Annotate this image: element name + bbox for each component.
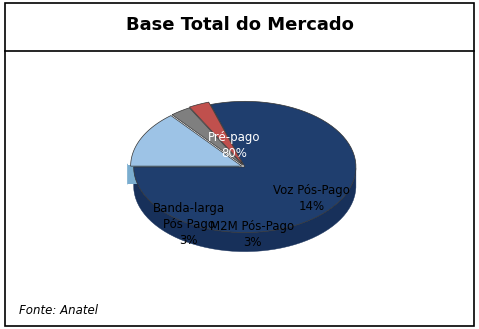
Polygon shape [134,167,245,186]
Polygon shape [190,102,243,164]
Text: Voz Pós-Pago
14%: Voz Pós-Pago 14% [273,184,350,213]
Text: Fonte: Anatel: Fonte: Anatel [19,304,98,317]
Polygon shape [127,165,239,184]
Text: Banda-larga
Pós Pago
3%: Banda-larga Pós Pago 3% [153,202,225,247]
Text: Pré-pago
80%: Pré-pago 80% [208,131,261,160]
Polygon shape [172,108,243,165]
Text: Base Total do Mercado: Base Total do Mercado [125,16,354,34]
Polygon shape [131,115,242,166]
Polygon shape [134,101,356,233]
Polygon shape [134,167,356,252]
Text: M2M Pós-Pago
3%: M2M Pós-Pago 3% [210,220,294,249]
